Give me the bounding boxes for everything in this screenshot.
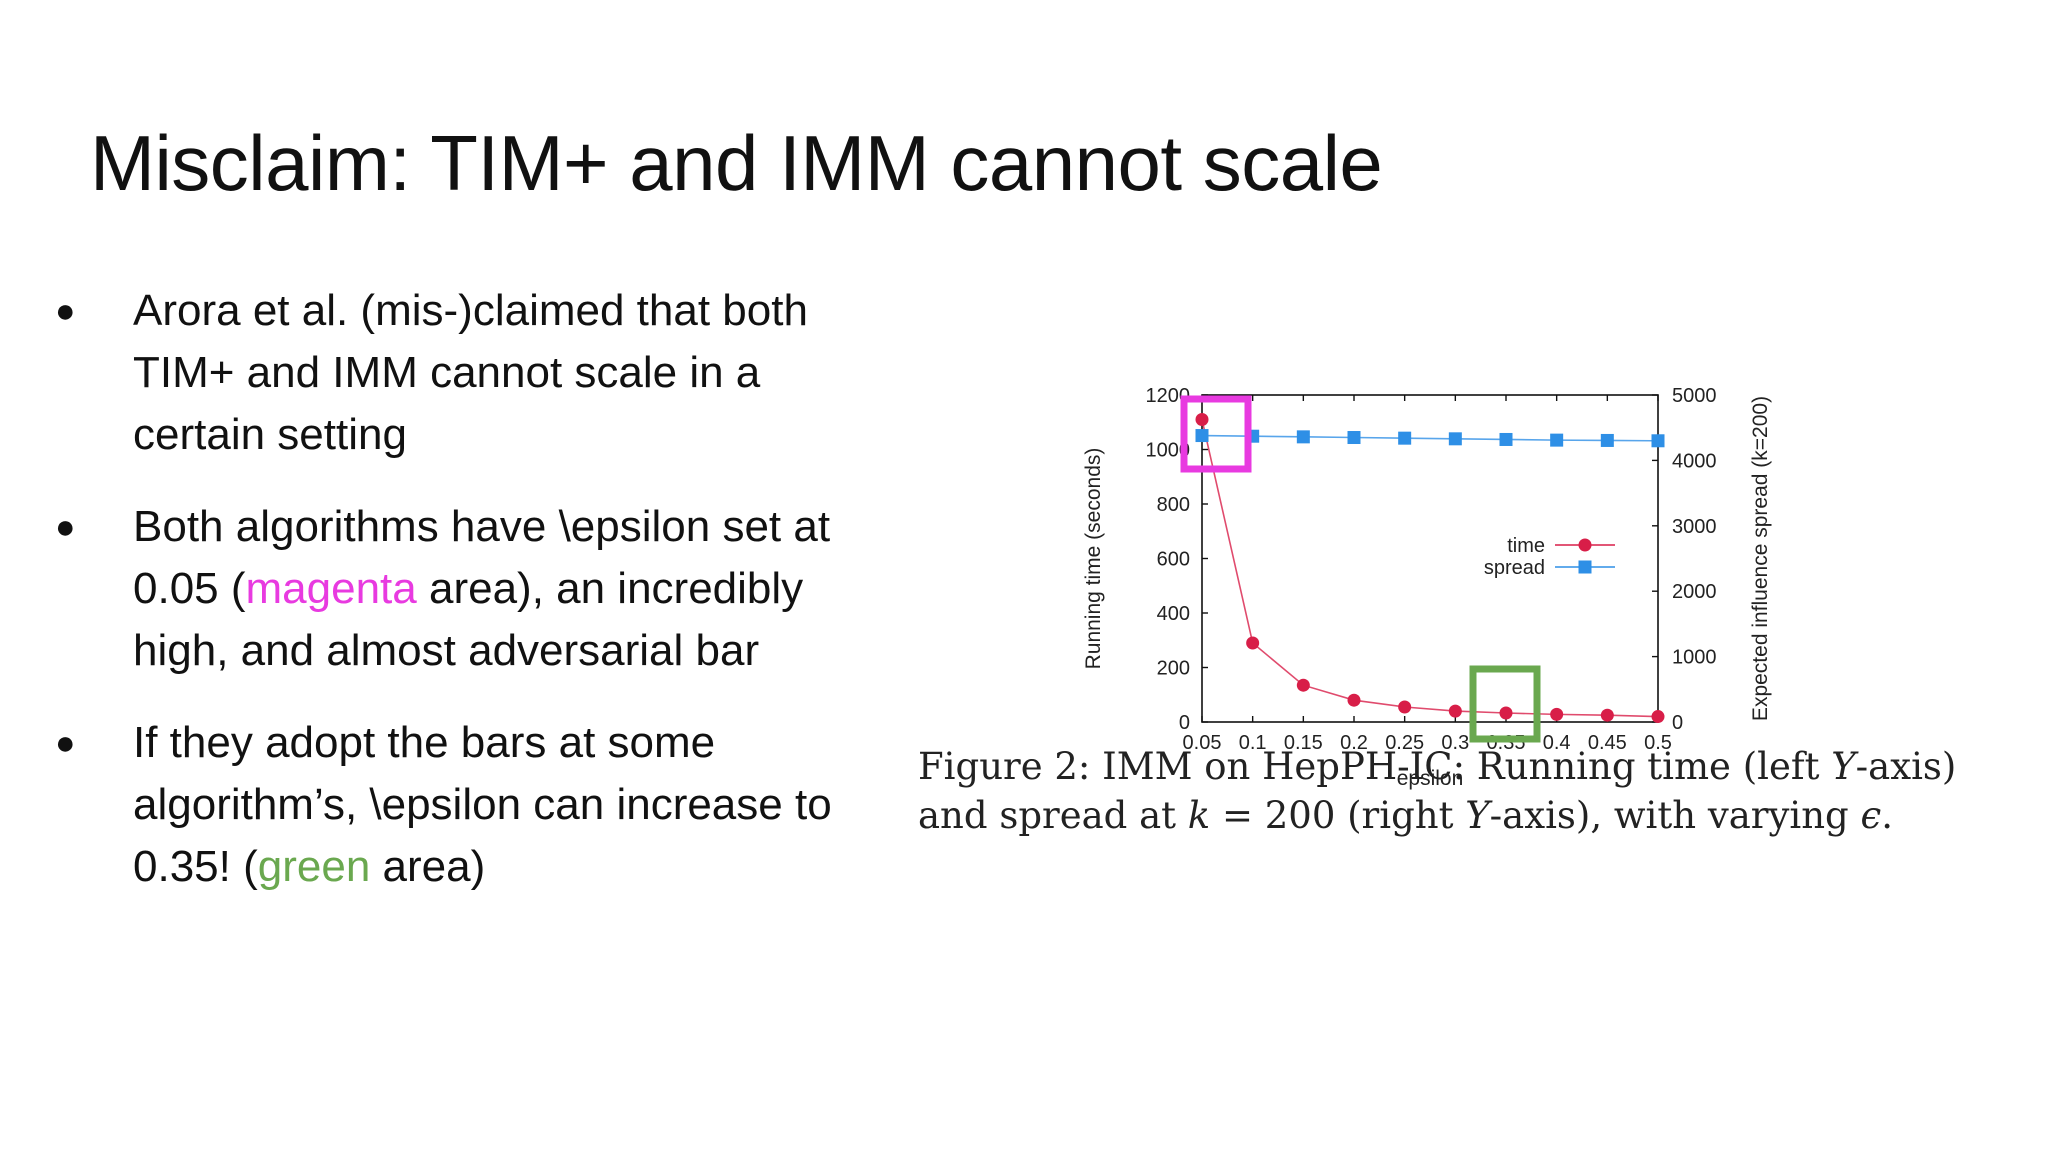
highlight-green: green	[257, 842, 371, 891]
bullet-dot-icon: ●	[55, 508, 76, 546]
bullet-text: area)	[370, 842, 486, 891]
data-point-spread	[1347, 431, 1361, 445]
x-axis-label: epsilon	[1397, 767, 1464, 790]
y-left-tick-label: 400	[1157, 603, 1190, 625]
y-right-tick-label: 1000	[1672, 647, 1717, 669]
data-point-time	[1195, 413, 1209, 427]
y-left-axis-label: Running time (seconds)	[1082, 448, 1105, 670]
highlight-magenta: magenta	[245, 564, 417, 613]
data-point-time	[1651, 710, 1665, 724]
y-right-tick-label: 0	[1672, 712, 1683, 734]
y-right-tick-label: 2000	[1672, 581, 1717, 603]
x-tick-label: 0.45	[1588, 732, 1627, 754]
y-left-tick-label: 200	[1157, 658, 1190, 680]
bullet-item: ● Both algorithms have \epsilon set at 0…	[55, 496, 875, 682]
chart-figure: 0.05 0.1 0.15 0.2 0.25 0.3 0.35 0.4 0.45 0.502004…	[1082, 385, 1772, 790]
y-left-tick-label: 600	[1157, 549, 1190, 571]
x-tick-label: 0.1	[1239, 732, 1267, 754]
data-point-spread	[1499, 432, 1513, 446]
data-point-time	[1550, 707, 1564, 721]
x-tick-label: 0.15	[1284, 732, 1323, 754]
data-point-time	[1246, 636, 1260, 650]
y-right-tick-label: 3000	[1672, 516, 1717, 538]
x-tick-label: 0.05	[1183, 732, 1222, 754]
y-right-axis-label: Expected influence spread (k=200)	[1749, 396, 1772, 721]
legend-marker-time	[1578, 538, 1592, 552]
y-right-tick-label: 5000	[1672, 385, 1717, 407]
plot-frame	[1201, 394, 1659, 723]
y-left-tick-label: 1200	[1146, 385, 1191, 407]
data-point-time	[1296, 678, 1310, 692]
data-point-time	[1499, 706, 1513, 720]
series-line-time	[1201, 419, 1659, 718]
data-point-spread	[1651, 434, 1665, 448]
x-tick-label: 0.5	[1644, 732, 1672, 754]
legend-label-spread: spread	[1484, 557, 1545, 579]
bullet-dot-icon: ●	[55, 724, 76, 762]
data-point-spread	[1398, 431, 1412, 445]
data-point-spread	[1448, 432, 1462, 446]
y-left-tick-label: 800	[1157, 494, 1190, 516]
bullet-list: ● Arora et al. (mis-)claimed that both T…	[55, 280, 875, 928]
figure-caption: Figure 2: IMM on HepPH-IC: Running time …	[918, 742, 2038, 840]
bullet-text: Both algorithms have \epsilon set at 0.0…	[133, 502, 831, 613]
data-point-time	[1347, 693, 1361, 707]
bullet-item: ● If they adopt the bars at some algorit…	[55, 712, 875, 898]
highlight-box-green	[1469, 665, 1541, 743]
bullet-text: Arora et al. (mis-)claimed that both TIM…	[133, 286, 808, 459]
bullet-text: If they adopt the bars at some algorithm…	[133, 718, 832, 891]
data-point-spread	[1195, 429, 1209, 443]
data-point-spread	[1550, 433, 1564, 447]
x-tick-label: 0.4	[1543, 732, 1571, 754]
series-line-spread	[1201, 434, 1659, 442]
data-point-time	[1600, 708, 1614, 722]
data-point-spread	[1296, 430, 1310, 444]
bullet-item: ● Arora et al. (mis-)claimed that both T…	[55, 280, 875, 466]
legend-label-time: time	[1507, 535, 1545, 557]
y-left-tick-label: 0	[1179, 712, 1190, 734]
data-point-time	[1398, 700, 1412, 714]
x-tick-label: 0.3	[1441, 732, 1469, 754]
legend-marker-spread	[1578, 560, 1592, 574]
x-tick-label: 0.2	[1340, 732, 1368, 754]
slide-title: Misclaim: TIM+ and IMM cannot scale	[90, 119, 1383, 207]
data-point-spread	[1600, 433, 1614, 447]
highlight-box-magenta	[1180, 395, 1252, 473]
bullet-text: area), an incredibly high, and almost ad…	[133, 564, 804, 675]
caption-line-1: Figure 2: IMM on HepPH-IC: Running time …	[918, 745, 1957, 788]
bullet-dot-icon: ●	[55, 292, 76, 330]
caption-line-2: and spread at k = 200 (right Y-axis), wi…	[918, 794, 1894, 837]
x-tick-label: 0.25	[1385, 732, 1424, 754]
data-point-time	[1448, 704, 1462, 718]
y-right-tick-label: 4000	[1672, 450, 1717, 472]
y-left-tick-label: 1000	[1146, 440, 1191, 462]
